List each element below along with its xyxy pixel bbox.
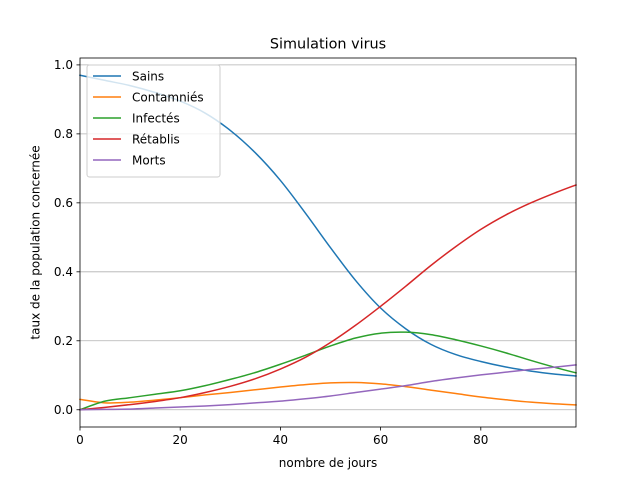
y-tick-label: 0.6 [54, 196, 73, 210]
legend-label: Morts [132, 153, 166, 167]
plot-frame [79, 57, 577, 428]
x-tick-label: 0 [76, 433, 84, 447]
y-axis-label: taux de la population concernée [29, 145, 43, 339]
y-axis: 0.0 0.2 0.4 0.6 0.8 1.0 [54, 58, 80, 417]
series-lines [79, 74, 577, 411]
y-tick-label: 1.0 [54, 58, 73, 72]
x-tick-label: 20 [173, 433, 188, 447]
series-line-morts [79, 364, 577, 411]
legend-box [86, 64, 221, 178]
y-tick-label: 0.0 [54, 403, 73, 417]
x-axis-label: nombre de jours [279, 456, 377, 470]
legend-label: Rétablis [132, 132, 180, 146]
legend-label: Infectés [132, 111, 180, 125]
y-tick-label: 0.8 [54, 127, 73, 141]
x-tick-label: 60 [373, 433, 388, 447]
y-tick-label: 0.2 [54, 334, 73, 348]
x-axis: 0 20 40 60 80 [76, 427, 488, 447]
x-tick-label: 80 [473, 433, 488, 447]
x-tick-label: 40 [273, 433, 288, 447]
series-line-contamnies [79, 381, 577, 406]
legend: Sains Contamniés Infectés Rétablis Morts [86, 64, 221, 178]
chart-title: Simulation virus [270, 37, 386, 53]
series-line-retablis [79, 183, 577, 411]
legend-label: Contamniés [132, 90, 204, 104]
series-line-infectes [79, 331, 577, 411]
grid [80, 64, 576, 411]
legend-label: Sains [132, 69, 164, 83]
y-tick-label: 0.4 [54, 265, 73, 279]
